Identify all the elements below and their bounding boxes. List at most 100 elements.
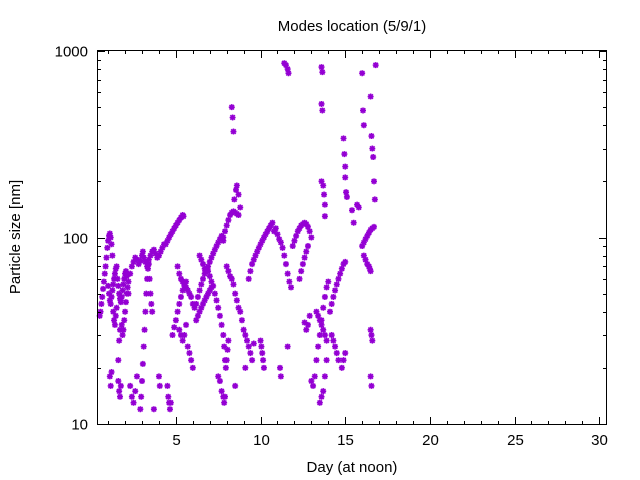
- data-point: [276, 236, 283, 243]
- data-point: [301, 254, 308, 261]
- data-point: [208, 278, 215, 285]
- data-point: [231, 196, 238, 203]
- data-point: [98, 300, 105, 307]
- data-point: [223, 263, 230, 270]
- data-point: [310, 382, 317, 389]
- data-point: [146, 275, 153, 282]
- data-point: [107, 234, 114, 241]
- data-point: [360, 122, 367, 129]
- data-point: [371, 178, 378, 185]
- data-point: [198, 304, 205, 311]
- data-point: [367, 93, 374, 100]
- data-point: [367, 326, 374, 333]
- data-point: [179, 287, 186, 294]
- data-point: [102, 263, 109, 270]
- data-point: [147, 252, 154, 259]
- data-point: [155, 252, 162, 259]
- data-point: [370, 154, 377, 161]
- data-point: [104, 244, 111, 251]
- data-point: [180, 213, 187, 220]
- data-point: [321, 191, 328, 198]
- data-point: [145, 256, 152, 263]
- data-point: [328, 332, 335, 339]
- data-point: [259, 237, 266, 244]
- x-axis-label: Day (at noon): [307, 459, 398, 476]
- data-point: [371, 223, 378, 230]
- data-point: [285, 70, 292, 77]
- data-point: [193, 317, 200, 324]
- data-point: [240, 326, 247, 333]
- data-point: [257, 337, 264, 344]
- data-point: [225, 337, 232, 344]
- data-point: [206, 258, 213, 265]
- data-point: [222, 228, 228, 235]
- data-point: [321, 332, 328, 339]
- data-point: [122, 308, 129, 315]
- data-point: [171, 225, 178, 232]
- data-point: [224, 346, 231, 353]
- data-point: [337, 270, 344, 277]
- data-point: [120, 326, 127, 333]
- data-point: [282, 62, 289, 69]
- data-point: [177, 332, 184, 339]
- data-point: [109, 252, 116, 259]
- data-point: [326, 308, 333, 315]
- y-axis: 10 100 1000: [55, 44, 606, 434]
- data-point: [335, 357, 342, 364]
- data-point: [127, 270, 134, 277]
- data-point: [242, 364, 249, 371]
- data-point: [108, 293, 115, 300]
- data-point: [210, 250, 217, 257]
- data-point: [369, 145, 376, 152]
- data-point: [208, 284, 215, 291]
- data-point: [122, 268, 129, 275]
- data-point: [281, 252, 288, 259]
- data-point: [360, 239, 367, 246]
- data-point: [223, 357, 230, 364]
- data-point: [139, 378, 146, 385]
- data-point: [220, 332, 227, 339]
- x-tick-label: 30: [591, 432, 608, 449]
- y-tick-label: 1000: [55, 44, 88, 61]
- data-point: [320, 388, 327, 395]
- x-tick-label: 20: [422, 432, 439, 449]
- data-point: [139, 248, 146, 255]
- data-point: [237, 204, 244, 211]
- data-point: [323, 337, 330, 344]
- data-point: [218, 321, 225, 328]
- data-point: [299, 261, 306, 268]
- data-point: [289, 243, 296, 250]
- data-point: [132, 388, 139, 395]
- data-point: [112, 312, 119, 319]
- data-point: [304, 223, 311, 230]
- data-point: [301, 319, 308, 326]
- data-point: [220, 234, 227, 241]
- data-point: [179, 337, 186, 344]
- data-point: [130, 399, 137, 406]
- data-point: [372, 62, 379, 69]
- data-point: [258, 343, 265, 350]
- data-point: [220, 237, 227, 244]
- data-point: [199, 261, 206, 268]
- data-point: [315, 343, 322, 350]
- data-point: [201, 297, 208, 304]
- data-point: [308, 378, 315, 385]
- data-point: [107, 300, 114, 307]
- data-point: [193, 300, 200, 307]
- data-point: [106, 297, 113, 304]
- data-point: [330, 293, 337, 300]
- data-point: [100, 278, 107, 285]
- data-point: [364, 232, 371, 239]
- data-point: [215, 239, 222, 246]
- data-point: [343, 193, 350, 200]
- data-point: [318, 100, 325, 107]
- data-point: [266, 225, 273, 232]
- data-point: [189, 364, 196, 371]
- data-point: [117, 299, 124, 306]
- data-point: [150, 406, 157, 413]
- data-point: [235, 191, 242, 198]
- data-point: [189, 300, 196, 307]
- data-point: [120, 281, 127, 288]
- data-point: [144, 265, 151, 272]
- data-point: [117, 393, 124, 400]
